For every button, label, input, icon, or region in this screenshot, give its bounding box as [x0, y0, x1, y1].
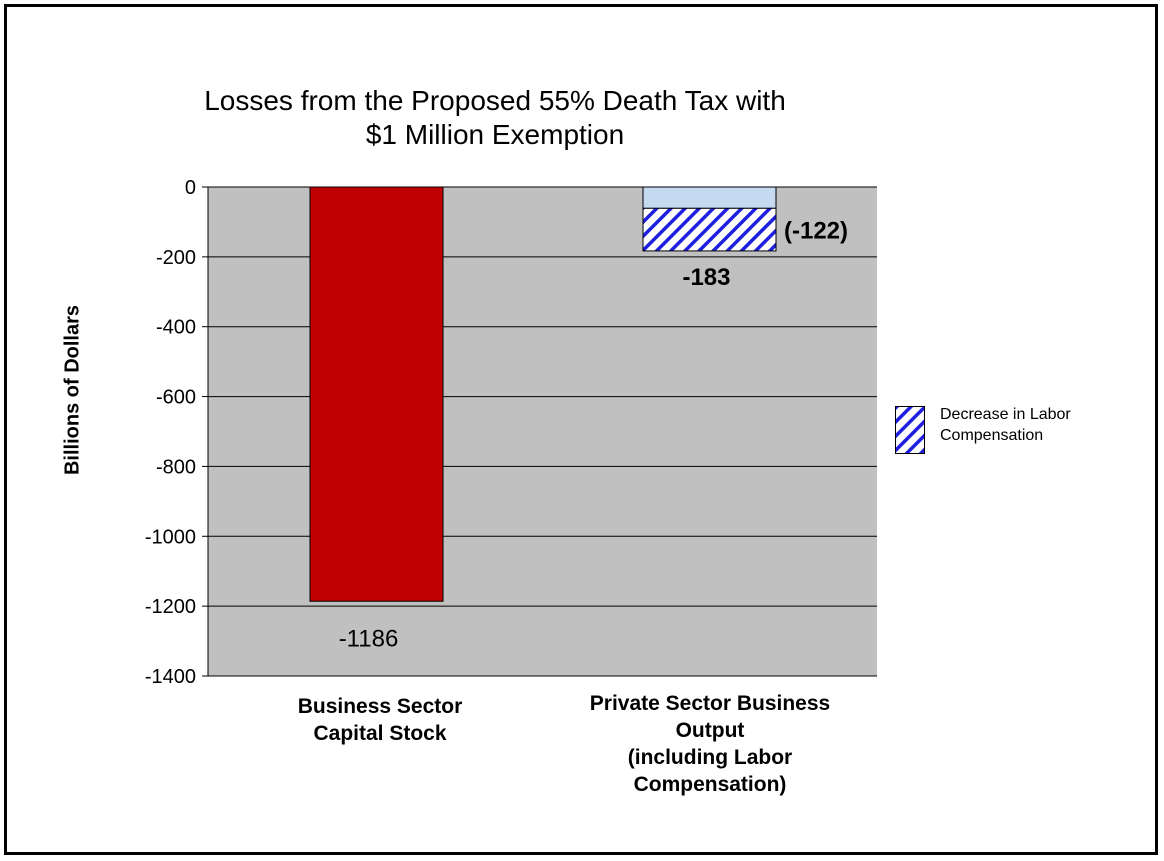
legend-label: Decrease in Labor Compensation: [940, 406, 1071, 444]
y-tick-label: -1000: [145, 526, 196, 548]
bar-output-remainder: [642, 186, 777, 209]
y-tick-label: 0: [185, 177, 196, 199]
data-label-business-output: -183: [682, 264, 730, 291]
chart-title: Losses from the Proposed 55% Death Tax w…: [204, 85, 786, 150]
plot-area: [208, 187, 877, 676]
category-label-business-output: Private Sector Business Output (includin…: [589, 692, 831, 796]
y-tick-label: -200: [156, 247, 196, 269]
y-tick-label: -800: [156, 456, 196, 478]
data-label-labor-compensation: (-122): [784, 218, 848, 245]
legend: Decrease in Labor Compensation: [895, 404, 1095, 464]
y-tick-label: -400: [156, 317, 196, 339]
bar-labor-compensation: [642, 207, 777, 252]
data-label-capital-stock: -1186: [339, 625, 399, 652]
category-label-capital-stock: Business Sector Capital Stock: [297, 695, 463, 745]
bar-capital-stock: [309, 186, 444, 602]
y-tick-label: -1200: [145, 596, 196, 618]
y-tick-label: -1400: [145, 666, 196, 688]
legend-swatch-hatched: [895, 406, 925, 454]
y-tick-label: -600: [156, 387, 196, 409]
